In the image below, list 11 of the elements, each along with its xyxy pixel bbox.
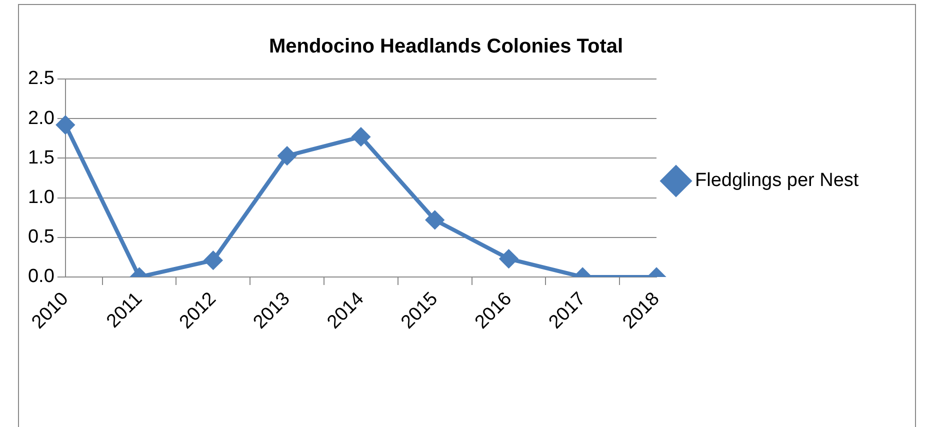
chart-title: Mendocino Headlands Colonies Total <box>268 36 624 58</box>
y-tick-label: 1.0 <box>28 187 54 208</box>
legend-label: Fledglings per Nest <box>695 170 860 192</box>
y-tick-label: 0.5 <box>28 226 54 248</box>
y-tick-label: 2.0 <box>28 108 54 129</box>
point <box>56 116 74 134</box>
point <box>352 128 370 146</box>
y-tick-label: 1.5 <box>28 147 54 168</box>
y-tick-label: 2.5 <box>28 68 54 90</box>
point <box>278 146 296 165</box>
y-tick-label: 0.0 <box>28 266 54 288</box>
